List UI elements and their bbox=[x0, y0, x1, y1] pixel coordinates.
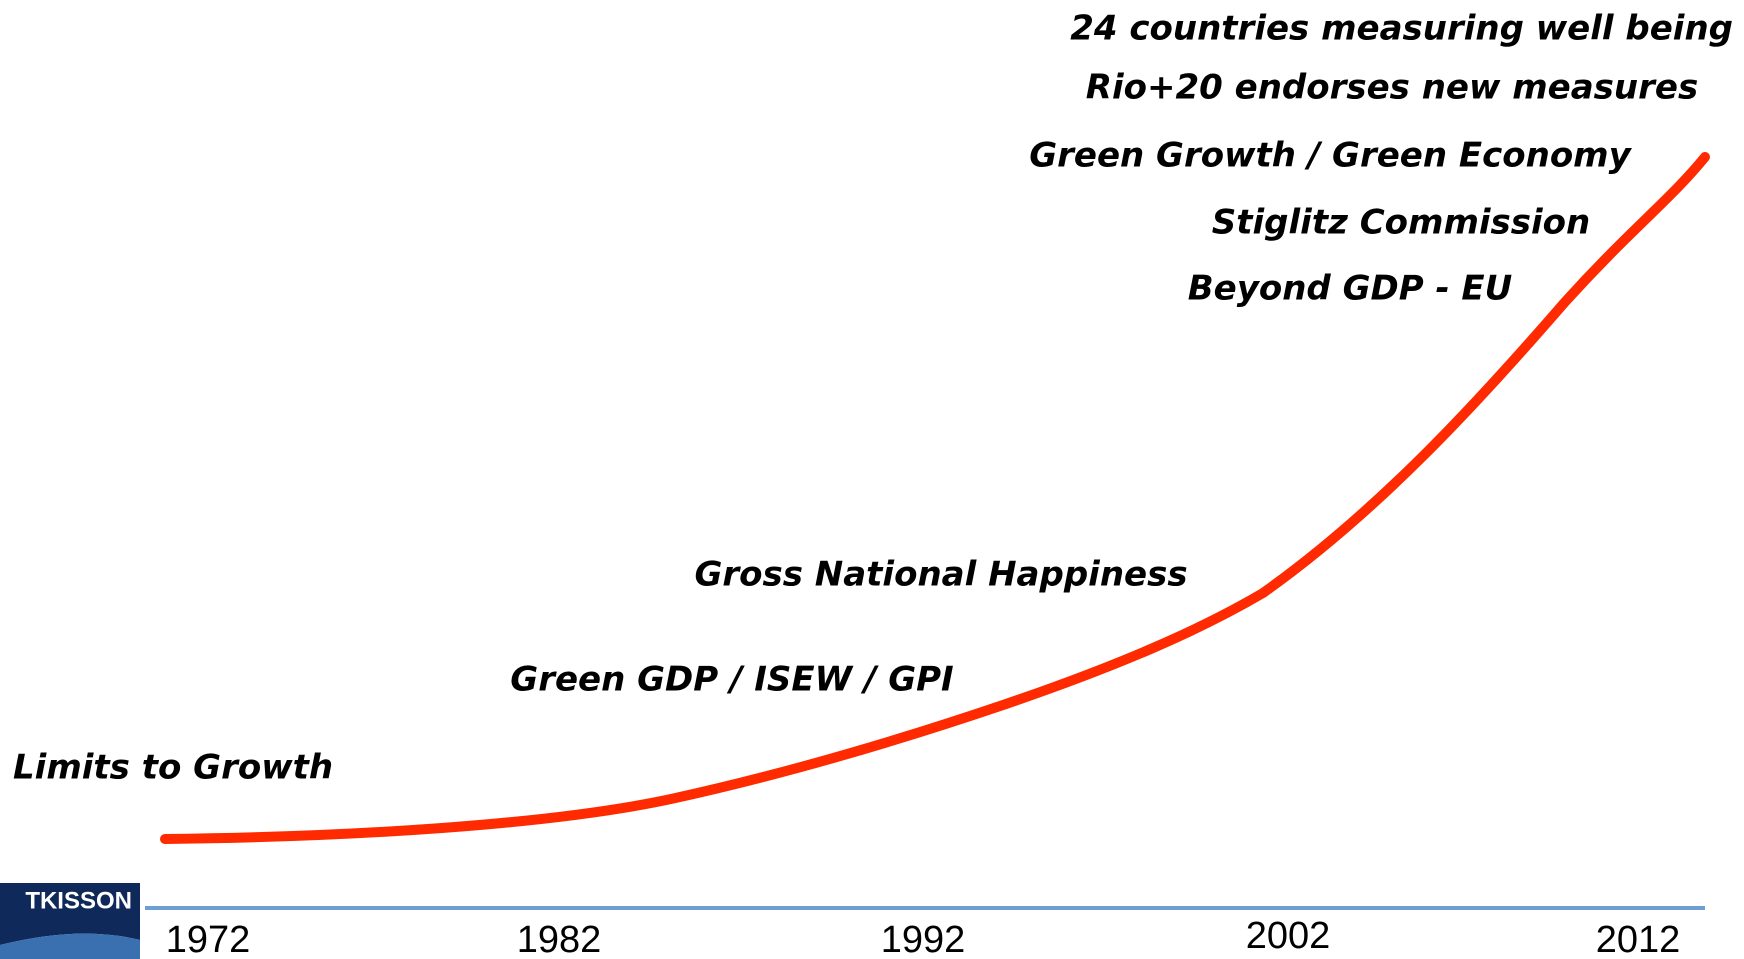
milestone: Gross National Happiness bbox=[694, 555, 1187, 595]
year-label: 1982 bbox=[517, 919, 602, 959]
milestone: Limits to Growth bbox=[13, 748, 333, 788]
year-label: 1992 bbox=[881, 919, 966, 959]
logo-wave bbox=[0, 933, 140, 959]
milestone: Stiglitz Commission bbox=[1212, 203, 1590, 243]
trend-curve bbox=[160, 152, 1710, 844]
milestone: Beyond GDP - EU bbox=[1188, 269, 1513, 309]
milestone: Rio+20 endorses new measures bbox=[1086, 68, 1698, 108]
year-label: 1972 bbox=[166, 919, 251, 959]
milestone: Green Growth / Green Economy bbox=[1029, 136, 1632, 176]
milestone: 24 countries measuring well being bbox=[1070, 9, 1733, 49]
year-label: 2012 bbox=[1596, 919, 1681, 959]
logo-box bbox=[0, 883, 140, 945]
year-label: 2002 bbox=[1246, 915, 1331, 957]
logo-text: TKISSON bbox=[25, 887, 132, 914]
milestone: Green GDP / ISEW / GPI bbox=[510, 660, 953, 700]
